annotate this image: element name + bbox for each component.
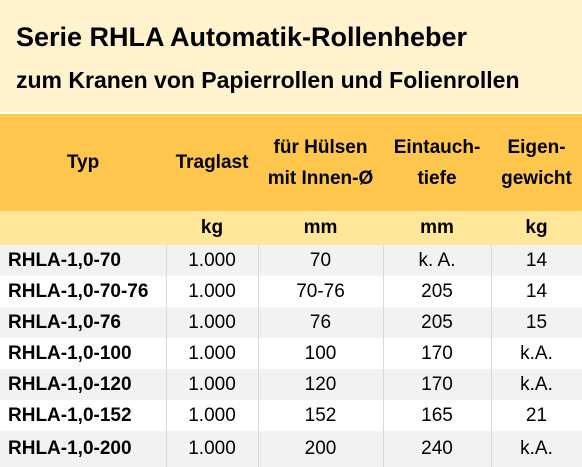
- cell-eigengewicht: 21: [525, 404, 548, 426]
- cell-traglast: 1.000: [188, 438, 236, 459]
- table-row: RHLA-1,0-76 1.000 76 205 15: [0, 307, 582, 338]
- table-units-row: kg mm mm kg: [0, 211, 582, 245]
- table-row: RHLA-1,0-120 1.000 120 170 k.A.: [0, 369, 582, 400]
- unit-eigengewicht: kg: [525, 217, 548, 238]
- table-row: RHLA-1,0-70 1.000 70 k. A. 14: [0, 245, 582, 276]
- cell-eigengewicht: k.A.: [520, 438, 553, 459]
- column-header-eintauchtiefe-line2: tiefe: [417, 167, 457, 189]
- table-row: RHLA-1,0-200 1.000 200 240 k.A.: [0, 431, 582, 467]
- cell-traglast: 1.000: [188, 373, 236, 395]
- cell-eintauchtiefe: 170: [421, 373, 453, 395]
- cell-eigengewicht: 15: [525, 311, 548, 333]
- column-header-traglast-line1: Traglast: [175, 152, 249, 173]
- column-header-traglast: Traglast: [166, 114, 258, 211]
- cell-eigengewicht: k.A.: [520, 373, 553, 395]
- unit-typ: [0, 211, 166, 245]
- cell-huelsen: 200: [304, 438, 337, 459]
- column-header-huelsen-line2: mit Innen-Ø: [267, 167, 374, 189]
- cell-eintauchtiefe: 205: [421, 311, 453, 333]
- column-header-eigengewicht: Eigen- gewicht: [491, 114, 582, 211]
- cell-eigengewicht: k.A.: [520, 342, 553, 364]
- cell-eintauchtiefe: 165: [421, 404, 453, 426]
- unit-huelsen: mm: [303, 217, 338, 238]
- cell-typ: RHLA-1,0-200: [8, 438, 132, 459]
- cell-huelsen: 70: [309, 249, 332, 271]
- unit-traglast: kg: [200, 217, 224, 238]
- column-header-typ: Typ: [0, 114, 166, 211]
- cell-huelsen: 100: [304, 342, 337, 364]
- cell-huelsen: 152: [304, 404, 337, 426]
- column-divider: [491, 245, 492, 467]
- table-row: RHLA-1,0-100 1.000 100 170 k.A.: [0, 338, 582, 369]
- cell-traglast: 1.000: [188, 311, 236, 333]
- column-header-huelsen-line1: für Hülsen: [273, 136, 368, 158]
- cell-traglast: 1.000: [188, 404, 236, 426]
- table-row: RHLA-1,0-70-76 1.000 70-76 205 14: [0, 276, 582, 307]
- title-block: Serie RHLA Automatik-Rollenheber zum Kra…: [0, 0, 582, 112]
- column-header-eintauchtiefe: Eintauch- tiefe: [383, 114, 491, 211]
- cell-eigengewicht: 14: [525, 249, 548, 271]
- cell-typ: RHLA-1,0-70-76: [8, 280, 149, 302]
- cell-huelsen: 120: [304, 373, 337, 395]
- column-header-eintauchtiefe-line1: Eintauch-: [393, 136, 481, 158]
- cell-eintauchtiefe: k. A.: [418, 249, 456, 271]
- column-divider: [166, 245, 167, 467]
- column-header-eigengewicht-line2: gewicht: [501, 167, 572, 189]
- cell-huelsen: 70-76: [296, 280, 345, 302]
- cell-typ: RHLA-1,0-120: [8, 373, 132, 395]
- cell-typ: RHLA-1,0-152: [8, 404, 132, 426]
- column-header-typ-line1: Typ: [66, 152, 100, 173]
- page-subtitle: zum Kranen von Papierrollen und Folienro…: [16, 67, 520, 93]
- cell-eintauchtiefe: 240: [421, 438, 453, 459]
- unit-eintauchtiefe: mm: [420, 217, 454, 238]
- table-header-row: Typ Traglast für Hülsen mit Innen-Ø Eint…: [0, 114, 582, 211]
- cell-traglast: 1.000: [188, 342, 236, 364]
- column-divider: [383, 245, 384, 467]
- cell-typ: RHLA-1,0-100: [8, 342, 132, 364]
- cell-typ: RHLA-1,0-70: [8, 249, 121, 271]
- cell-eintauchtiefe: 170: [421, 342, 453, 364]
- column-header-eigengewicht-line1: Eigen-: [507, 136, 566, 158]
- table-row: RHLA-1,0-152 1.000 152 165 21: [0, 400, 582, 431]
- cell-typ: RHLA-1,0-76: [8, 311, 121, 333]
- cell-eigengewicht: 14: [525, 280, 548, 302]
- cell-eintauchtiefe: 205: [421, 280, 453, 302]
- column-header-huelsen: für Hülsen mit Innen-Ø: [258, 114, 383, 211]
- column-divider: [258, 245, 259, 467]
- cell-huelsen: 76: [309, 311, 332, 333]
- cell-traglast: 1.000: [188, 249, 236, 271]
- cell-traglast: 1.000: [188, 280, 236, 302]
- page-title: Serie RHLA Automatik-Rollenheber: [16, 22, 468, 52]
